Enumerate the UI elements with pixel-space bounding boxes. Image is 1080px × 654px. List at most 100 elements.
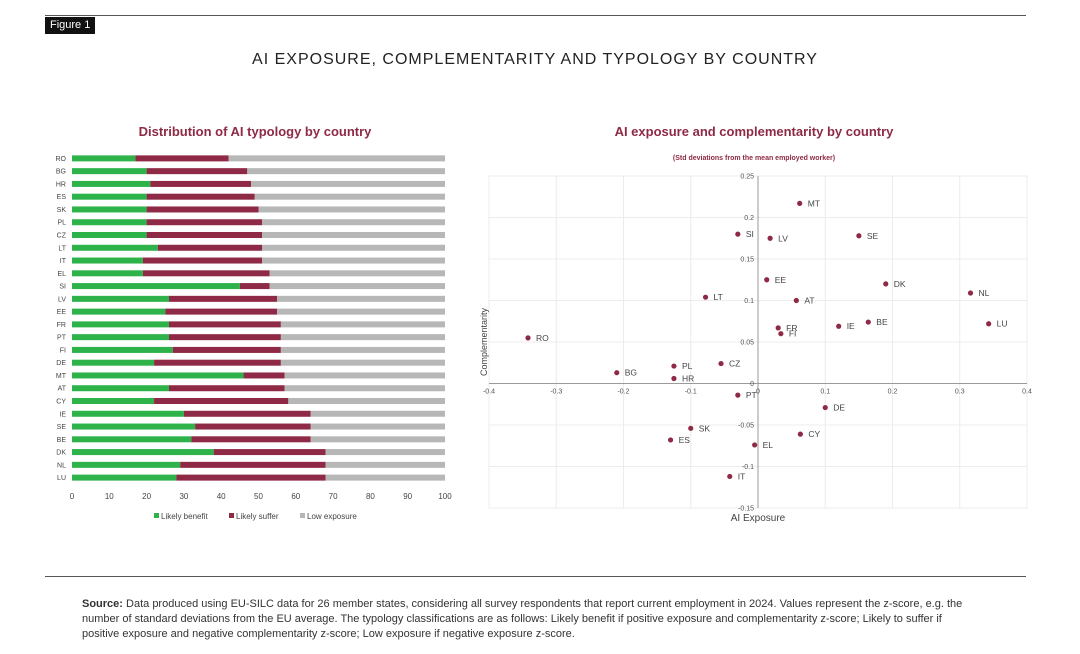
bar-chart-title: Distribution of AI typology by country	[139, 124, 373, 139]
bar-segment-low-exposure	[269, 270, 445, 277]
scatter-point-marker	[767, 235, 773, 241]
scatter-point-label: LU	[997, 319, 1008, 329]
legend-label: Likely suffer	[236, 512, 279, 521]
scatter-point-marker	[752, 442, 758, 448]
bar-segment-likely-benefit	[72, 193, 147, 200]
bar-segment-likely-benefit	[72, 385, 169, 392]
bar-segment-likely-benefit	[72, 283, 240, 290]
bar-segment-low-exposure	[288, 398, 445, 404]
bar-segment-likely-suffer	[146, 219, 263, 226]
bar-segment-likely-benefit	[72, 155, 136, 162]
scatter-point-ie: IE	[836, 321, 855, 331]
scatter-point-dk: DK	[883, 279, 906, 289]
bar-segment-likely-benefit	[72, 232, 147, 238]
bar-segment-likely-suffer	[168, 321, 281, 328]
scatter-y-axis-label: Complementarity	[479, 307, 489, 376]
bar-segment-low-exposure	[310, 423, 445, 430]
bar-row-sk: SK	[57, 206, 445, 214]
scatter-y-tick-label: 0	[750, 381, 754, 388]
scatter-point-label: SK	[699, 423, 711, 433]
bar-x-tick-label: 20	[142, 492, 151, 501]
bar-category-label: FR	[57, 322, 66, 329]
bar-row-lt: LT	[58, 244, 445, 252]
scatter-point-nl: NL	[967, 288, 990, 298]
bar-row-mt: MT	[56, 372, 445, 380]
scatter-y-tick-label: 0.1	[744, 298, 754, 305]
scatter-point-label: MT	[808, 198, 820, 208]
top-rule	[45, 15, 1026, 16]
bar-segment-likely-suffer	[146, 168, 248, 175]
bar-segment-likely-benefit	[72, 449, 214, 456]
scatter-point-marker	[671, 363, 677, 369]
bar-category-label: NL	[57, 462, 66, 469]
scatter-point-marker	[865, 319, 871, 325]
bar-row-si: SI	[59, 283, 445, 291]
bar-segment-likely-benefit	[72, 474, 177, 481]
scatter-y-tick-label: -0.05	[738, 423, 754, 430]
scatter-point-be: BE	[865, 317, 888, 327]
scatter-point-marker	[727, 473, 733, 480]
scatter-point-at: AT	[793, 296, 815, 306]
scatter-point-marker	[883, 281, 889, 287]
scatter-point-label: BE	[876, 317, 888, 327]
bar-row-ie: IE	[59, 410, 445, 418]
legend-swatch-likely-benefit	[154, 513, 159, 518]
scatter-point-label: CZ	[729, 359, 740, 369]
bar-segment-low-exposure	[310, 436, 445, 443]
scatter-point-label: DK	[894, 279, 906, 289]
bar-category-label: CZ	[57, 233, 67, 240]
source-text: Data produced using EU-SILC data for 26 …	[82, 598, 963, 640]
bar-row-pl: PL	[57, 219, 445, 227]
scatter-point-sk: SK	[688, 423, 710, 433]
bar-x-tick-label: 100	[438, 492, 452, 501]
legend-label: Likely benefit	[161, 512, 208, 521]
bar-row-hr: HR	[56, 180, 445, 188]
bar-segment-likely-benefit	[72, 436, 192, 443]
bar-segment-low-exposure	[325, 474, 445, 481]
scatter-point-label: HR	[682, 374, 694, 384]
bar-segment-likely-suffer	[172, 346, 281, 353]
bar-segment-likely-suffer	[195, 423, 311, 430]
bar-row-ro: RO	[56, 155, 445, 163]
bar-row-es: ES	[57, 193, 445, 201]
source-rule	[45, 576, 1026, 577]
scatter-point-label: BG	[625, 368, 637, 378]
scatter-point-label: RO	[536, 333, 549, 343]
scatter-point-marker	[702, 294, 709, 300]
bar-x-tick-label: 80	[366, 492, 375, 501]
bar-x-tick-label: 50	[254, 492, 263, 501]
scatter-point-marker	[797, 200, 803, 206]
bar-segment-likely-suffer	[191, 436, 311, 443]
legend-swatch-likely-suffer	[229, 513, 234, 518]
bar-row-dk: DK	[56, 449, 445, 457]
bar-segment-likely-suffer	[157, 244, 263, 251]
scatter-point-it: IT	[727, 471, 745, 481]
scatter-chart: AI exposure and complementarity by count…	[479, 124, 1032, 524]
scatter-point-label: PL	[682, 361, 693, 371]
bar-segment-likely-benefit	[72, 461, 181, 468]
bar-segment-likely-suffer	[154, 359, 281, 366]
scatter-point-marker	[778, 331, 784, 337]
bar-category-label: IE	[59, 411, 66, 418]
bar-category-label: SI	[59, 284, 66, 291]
bar-segment-likely-benefit	[72, 244, 158, 251]
scatter-point-label: PT	[746, 390, 757, 400]
scatter-point-marker	[614, 370, 620, 376]
bar-row-de: DE	[56, 359, 445, 367]
bar-row-pt: PT	[57, 334, 445, 342]
bar-row-ee: EE	[57, 308, 445, 316]
bar-row-fr: FR	[57, 321, 445, 329]
bar-segment-likely-suffer	[142, 270, 270, 277]
bar-segment-likely-suffer	[146, 193, 255, 200]
bar-category-label: FI	[60, 347, 66, 354]
bar-segment-likely-benefit	[72, 410, 184, 417]
scatter-y-tick-label: 0.25	[740, 174, 754, 181]
scatter-point-fr: FR	[775, 323, 798, 333]
bar-row-cz: CZ	[57, 232, 445, 240]
scatter-y-tick-label: 0.15	[740, 257, 754, 264]
scatter-point-marker	[836, 323, 842, 329]
scatter-point-label: DE	[833, 403, 845, 413]
scatter-point-label: SI	[746, 229, 754, 239]
bar-x-tick-label: 10	[105, 492, 114, 501]
